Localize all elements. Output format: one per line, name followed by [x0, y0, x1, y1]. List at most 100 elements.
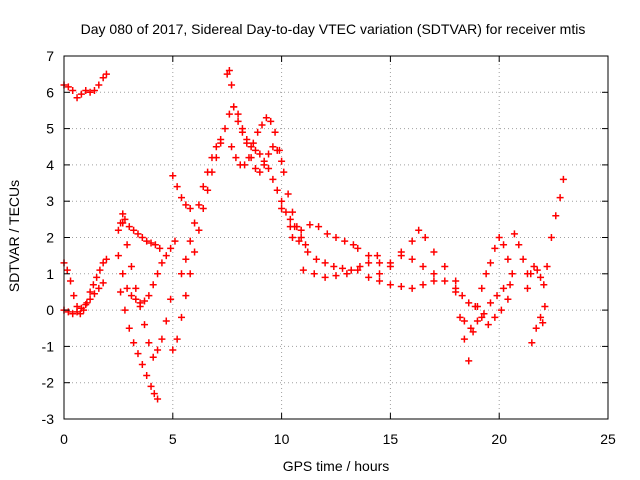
data-point-marker — [134, 350, 142, 358]
data-point-marker — [158, 259, 166, 267]
data-point-marker — [225, 67, 233, 75]
data-point-marker — [408, 284, 416, 292]
y-axis-title: SDTVAR / TECUs — [6, 180, 22, 292]
data-point-marker — [99, 279, 107, 287]
data-point-marker — [354, 244, 362, 252]
data-point-marker — [199, 204, 207, 212]
data-point-marker — [495, 234, 503, 241]
data-point-marker — [376, 270, 384, 278]
x-tick-label: 25 — [600, 431, 616, 447]
data-point-marker — [506, 281, 514, 289]
series-arc-k — [223, 67, 299, 231]
data-point-marker — [162, 317, 170, 325]
data-point-marker — [82, 86, 90, 94]
x-tick-label: 0 — [60, 431, 68, 447]
data-point-marker — [127, 292, 135, 300]
data-point-marker — [70, 292, 78, 300]
data-point-marker — [430, 248, 438, 256]
data-point-marker — [365, 259, 373, 267]
data-point-marker — [136, 302, 144, 310]
data-point-marker — [504, 295, 512, 303]
data-point-marker — [127, 263, 135, 271]
series-arc-v — [510, 230, 531, 278]
data-point-marker — [169, 172, 177, 180]
data-point-marker — [230, 103, 238, 111]
x-tick-label: 20 — [491, 431, 507, 447]
data-point-marker — [312, 255, 320, 263]
data-point-marker — [471, 302, 479, 310]
data-point-marker — [251, 165, 259, 173]
data-point-marker — [154, 395, 162, 403]
data-point-marker — [145, 292, 153, 300]
data-point-marker — [430, 277, 438, 285]
data-point-marker — [278, 197, 286, 205]
data-point-marker — [467, 324, 475, 332]
data-point-marker — [138, 361, 146, 369]
data-point-marker — [228, 143, 236, 151]
data-point-marker — [191, 219, 199, 227]
data-point-marker — [178, 194, 186, 202]
data-point-marker — [256, 168, 264, 176]
data-point-marker — [547, 234, 555, 241]
y-tick-label: 2 — [46, 230, 54, 246]
series-arc-d — [114, 210, 164, 252]
data-point-marker — [473, 317, 481, 325]
data-point-marker — [119, 270, 127, 278]
data-point-marker — [286, 215, 294, 223]
data-point-marker — [199, 183, 207, 191]
y-tick-label: -2 — [42, 375, 55, 391]
x-axis-title: GPS time / hours — [283, 458, 390, 474]
data-point-marker — [96, 266, 104, 274]
series-arc-f — [117, 288, 162, 403]
data-point-marker — [500, 241, 508, 249]
data-point-marker — [537, 313, 545, 321]
data-point-marker — [460, 335, 468, 343]
data-point-marker — [480, 310, 488, 318]
data-point-marker — [154, 270, 162, 278]
data-point-marker — [541, 302, 549, 310]
data-point-marker — [254, 128, 262, 136]
series-arc-b — [60, 255, 110, 318]
data-point-marker — [132, 284, 140, 292]
data-point-marker — [415, 226, 423, 234]
data-point-marker — [64, 83, 72, 91]
data-point-marker — [241, 161, 249, 169]
data-point-marker — [167, 295, 175, 303]
data-point-marker — [89, 281, 97, 289]
data-point-marker — [559, 175, 567, 183]
data-point-marker — [528, 339, 536, 347]
data-point-marker — [510, 230, 518, 238]
data-point-marker — [223, 70, 231, 78]
data-point-marker — [504, 255, 512, 263]
data-point-marker — [456, 313, 464, 321]
data-point-marker — [523, 284, 531, 292]
data-point-marker — [99, 74, 107, 82]
data-point-marker — [527, 270, 535, 278]
data-point-marker — [186, 204, 194, 212]
data-point-marker — [408, 237, 416, 245]
series-arc-g — [119, 219, 175, 361]
data-point-marker — [556, 194, 564, 202]
data-point-marker — [288, 208, 296, 216]
data-point-marker — [143, 371, 151, 379]
data-point-marker — [365, 252, 373, 260]
data-point-marker — [217, 135, 225, 143]
data-point-marker — [182, 255, 190, 263]
data-point-marker — [465, 299, 473, 307]
data-point-marker — [195, 201, 203, 209]
data-point-marker — [419, 263, 427, 271]
data-point-marker — [123, 284, 131, 292]
data-point-marker — [273, 146, 281, 154]
data-point-marker — [304, 248, 312, 256]
data-point-marker — [533, 266, 541, 274]
series-arc-h — [169, 103, 238, 354]
data-point-marker — [460, 317, 468, 325]
data-point-marker — [419, 281, 427, 289]
data-point-marker — [493, 292, 501, 300]
data-point-marker — [63, 266, 71, 274]
axis-ticks — [63, 55, 609, 420]
data-point-marker — [249, 139, 257, 147]
data-point-marker — [539, 319, 547, 327]
data-point-marker — [73, 94, 81, 102]
series-arc-w — [523, 263, 548, 292]
